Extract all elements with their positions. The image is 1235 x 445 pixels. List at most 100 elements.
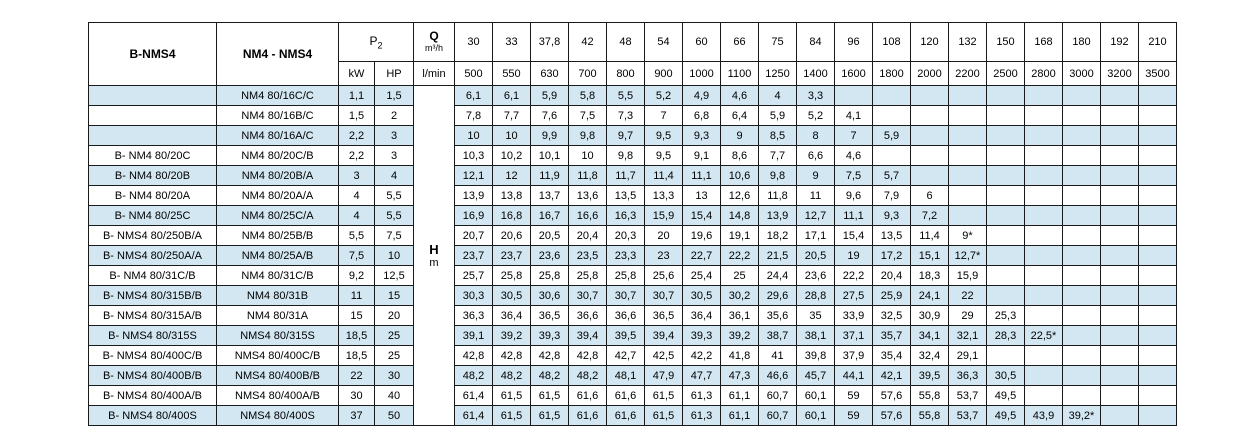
head-value-cell: 39,5 xyxy=(606,325,645,346)
head-value-cell: 59 xyxy=(834,385,873,406)
head-value-cell xyxy=(986,345,1025,366)
head-value-cell xyxy=(1138,85,1177,106)
head-value-cell: 36,6 xyxy=(568,305,607,326)
head-value-cell xyxy=(1024,305,1063,326)
flow-header-m3h: 132 xyxy=(948,22,987,62)
head-value-cell: 8,6 xyxy=(720,145,759,166)
column-header-lmin: l/min xyxy=(413,61,455,86)
head-value-cell: 5,8 xyxy=(568,85,607,106)
head-value-cell: 61,6 xyxy=(606,405,645,426)
flow-header-m3h: 84 xyxy=(796,22,835,62)
head-value-cell: 61,6 xyxy=(606,385,645,406)
head-value-cell: 11,4 xyxy=(910,225,949,246)
head-value-cell: 29 xyxy=(948,305,987,326)
head-value-cell: 15,9 xyxy=(644,205,683,226)
flow-header-m3h: 210 xyxy=(1138,22,1177,62)
head-value-cell: 7,6 xyxy=(530,105,569,126)
head-value-cell: 61,3 xyxy=(682,405,721,426)
power-kw-cell: 2,2 xyxy=(338,145,375,166)
flow-header-lmin: 3200 xyxy=(1100,61,1139,86)
power-kw-cell: 7,5 xyxy=(338,245,375,266)
head-value-cell: 4 xyxy=(758,85,797,106)
head-value-cell: 16,9 xyxy=(454,205,493,226)
head-value-cell: 60,7 xyxy=(758,405,797,426)
pump-model-cell: NM4 80/25B/B xyxy=(216,225,339,246)
column-header-kw: kW xyxy=(338,61,375,86)
head-value-cell: 18,3 xyxy=(910,265,949,286)
head-value-cell: 47,7 xyxy=(682,365,721,386)
head-value-cell: 61,3 xyxy=(682,385,721,406)
flow-header-m3h: 192 xyxy=(1100,22,1139,62)
head-value-cell: 55,8 xyxy=(910,385,949,406)
head-value-cell: 47,3 xyxy=(720,365,759,386)
flow-header-lmin: 3000 xyxy=(1062,61,1101,86)
head-value-cell: 22,7 xyxy=(682,245,721,266)
head-value-cell: 39,5 xyxy=(910,365,949,386)
head-value-cell xyxy=(986,185,1025,206)
head-value-cell: 12,7* xyxy=(948,245,987,266)
table-row: B- NMS4 80/250A/A NM4 80/25A/B 7,5 10 23,7 23… xyxy=(88,245,1177,266)
power-kw-cell: 37 xyxy=(338,405,375,426)
pump-model-cell: NM4 80/20C/B xyxy=(216,145,339,166)
head-value-cell: 20,5 xyxy=(530,225,569,246)
head-value-cell: 35,4 xyxy=(872,345,911,366)
head-value-cell: 6,8 xyxy=(682,105,721,126)
head-value-cell: 17,1 xyxy=(796,225,835,246)
head-value-cell: 23,5 xyxy=(568,245,607,266)
head-value-cell xyxy=(1100,405,1139,426)
head-value-cell: 42,8 xyxy=(492,345,531,366)
head-value-cell: 42,5 xyxy=(644,345,683,366)
head-value-cell: 13,9 xyxy=(758,205,797,226)
head-value-cell: 16,6 xyxy=(568,205,607,226)
table-header: B-NMS4 NM4 - NMS4 P2 Q m³/h 30 33 37,8 42 48… xyxy=(88,22,1177,86)
head-value-cell: 61,4 xyxy=(454,385,493,406)
head-value-cell: 13,6 xyxy=(568,185,607,206)
head-value-cell: 30,7 xyxy=(644,285,683,306)
head-value-cell xyxy=(986,165,1025,186)
head-value-cell: 11,8 xyxy=(758,185,797,206)
pump-model-cell: NM4 80/31A xyxy=(216,305,339,326)
power-kw-cell: 9,2 xyxy=(338,265,375,286)
flow-header-lmin: 1100 xyxy=(720,61,759,86)
head-value-cell: 20 xyxy=(644,225,683,246)
pump-model-cell: NMS4 80/400S xyxy=(216,405,339,426)
head-value-cell xyxy=(834,85,873,106)
column-header-nm4-nms4: NM4 - NMS4 xyxy=(216,22,339,86)
head-value-cell: 36,5 xyxy=(530,305,569,326)
head-value-cell xyxy=(1062,125,1101,146)
head-value-cell: 46,6 xyxy=(758,365,797,386)
pump-model-cell: NM4 80/25C/A xyxy=(216,205,339,226)
head-value-cell: 35,6 xyxy=(758,305,797,326)
head-value-cell xyxy=(1024,385,1063,406)
head-value-cell: 5,9 xyxy=(530,85,569,106)
head-value-cell: 4,6 xyxy=(720,85,759,106)
head-value-cell: 61,5 xyxy=(644,405,683,426)
head-value-cell: 18,2 xyxy=(758,225,797,246)
head-value-cell xyxy=(948,105,987,126)
head-value-cell: 41 xyxy=(758,345,797,366)
head-value-cell: 11,8 xyxy=(568,165,607,186)
pump-series-name-cell: B- NMS4 80/315A/B xyxy=(88,305,217,326)
head-value-cell: 10 xyxy=(492,125,531,146)
head-value-cell: 5,2 xyxy=(796,105,835,126)
head-value-cell: 9,8 xyxy=(606,145,645,166)
head-value-cell: 41,8 xyxy=(720,345,759,366)
flow-header-m3h: 54 xyxy=(644,22,683,62)
head-value-cell: 23,3 xyxy=(606,245,645,266)
head-value-cell xyxy=(948,145,987,166)
head-value-cell: 45,7 xyxy=(796,365,835,386)
power-kw-cell: 2,2 xyxy=(338,125,375,146)
head-value-cell: 9,8 xyxy=(758,165,797,186)
head-value-cell: 61,1 xyxy=(720,405,759,426)
head-value-cell: 7,3 xyxy=(606,105,645,126)
head-value-cell: 36,1 xyxy=(720,305,759,326)
head-value-cell xyxy=(986,265,1025,286)
head-symbol: H xyxy=(429,241,439,257)
head-value-cell: 39,2* xyxy=(1062,405,1101,426)
head-value-cell: 61,6 xyxy=(568,385,607,406)
head-value-cell xyxy=(1100,245,1139,266)
table-row: B- NMS4 80/250B/A NM4 80/25B/B 5,5 7,5 20,7 2… xyxy=(88,225,1177,246)
power-hp-cell: 5,5 xyxy=(374,185,414,206)
head-value-cell: 12,7 xyxy=(796,205,835,226)
head-value-cell: 11 xyxy=(796,185,835,206)
